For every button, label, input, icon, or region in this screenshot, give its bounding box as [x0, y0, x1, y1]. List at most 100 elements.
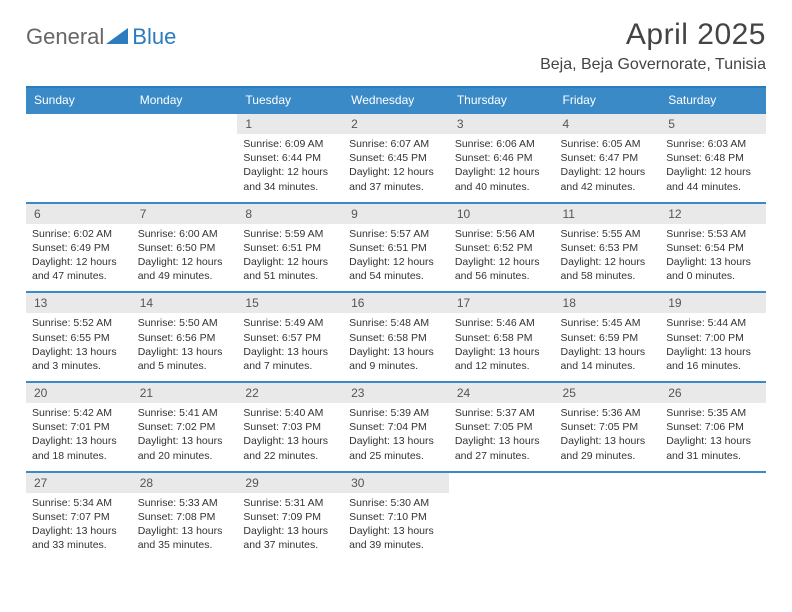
day-details: Sunrise: 6:06 AMSunset: 6:46 PMDaylight:… — [449, 134, 555, 202]
calendar-day-cell: 24Sunrise: 5:37 AMSunset: 7:05 PMDayligh… — [449, 382, 555, 472]
day-sunrise: Sunrise: 5:41 AM — [138, 406, 232, 420]
day-daylight2: and 0 minutes. — [666, 269, 760, 283]
day-details: Sunrise: 6:02 AMSunset: 6:49 PMDaylight:… — [26, 224, 132, 292]
calendar-day-cell: 11Sunrise: 5:55 AMSunset: 6:53 PMDayligh… — [555, 203, 661, 293]
day-sunset: Sunset: 6:55 PM — [32, 331, 126, 345]
day-daylight1: Daylight: 12 hours — [561, 255, 655, 269]
day-sunset: Sunset: 7:00 PM — [666, 331, 760, 345]
calendar-day-cell: 20Sunrise: 5:42 AMSunset: 7:01 PMDayligh… — [26, 382, 132, 472]
weekday-header: Tuesday — [237, 87, 343, 113]
day-daylight2: and 29 minutes. — [561, 449, 655, 463]
calendar-day-cell: 10Sunrise: 5:56 AMSunset: 6:52 PMDayligh… — [449, 203, 555, 293]
day-daylight2: and 40 minutes. — [455, 180, 549, 194]
calendar-day-cell: 25Sunrise: 5:36 AMSunset: 7:05 PMDayligh… — [555, 382, 661, 472]
day-daylight2: and 12 minutes. — [455, 359, 549, 373]
day-daylight2: and 44 minutes. — [666, 180, 760, 194]
day-details: Sunrise: 5:41 AMSunset: 7:02 PMDaylight:… — [132, 403, 238, 471]
calendar-day-cell: 3Sunrise: 6:06 AMSunset: 6:46 PMDaylight… — [449, 113, 555, 203]
day-sunset: Sunset: 7:01 PM — [32, 420, 126, 434]
day-sunrise: Sunrise: 5:34 AM — [32, 496, 126, 510]
day-sunset: Sunset: 6:51 PM — [349, 241, 443, 255]
calendar-day-cell: 1Sunrise: 6:09 AMSunset: 6:44 PMDaylight… — [237, 113, 343, 203]
day-daylight2: and 51 minutes. — [243, 269, 337, 283]
day-daylight1: Daylight: 13 hours — [455, 434, 549, 448]
day-sunrise: Sunrise: 6:07 AM — [349, 137, 443, 151]
day-sunrise: Sunrise: 5:50 AM — [138, 316, 232, 330]
day-number: 27 — [26, 473, 132, 493]
day-daylight2: and 20 minutes. — [138, 449, 232, 463]
day-sunset: Sunset: 6:47 PM — [561, 151, 655, 165]
calendar-day-cell: 7Sunrise: 6:00 AMSunset: 6:50 PMDaylight… — [132, 203, 238, 293]
day-daylight1: Daylight: 13 hours — [349, 434, 443, 448]
day-number: 30 — [343, 473, 449, 493]
day-number: 1 — [237, 114, 343, 134]
day-sunrise: Sunrise: 5:35 AM — [666, 406, 760, 420]
day-details: Sunrise: 5:46 AMSunset: 6:58 PMDaylight:… — [449, 313, 555, 381]
day-number: 8 — [237, 204, 343, 224]
weekday-header: Thursday — [449, 87, 555, 113]
day-number: 19 — [660, 293, 766, 313]
day-number: 17 — [449, 293, 555, 313]
day-sunset: Sunset: 6:57 PM — [243, 331, 337, 345]
day-sunset: Sunset: 6:59 PM — [561, 331, 655, 345]
day-details: Sunrise: 5:44 AMSunset: 7:00 PMDaylight:… — [660, 313, 766, 381]
day-daylight1: Daylight: 13 hours — [666, 345, 760, 359]
day-sunset: Sunset: 7:06 PM — [666, 420, 760, 434]
page-title: April 2025 — [540, 18, 766, 52]
day-number: 28 — [132, 473, 238, 493]
day-details: Sunrise: 6:09 AMSunset: 6:44 PMDaylight:… — [237, 134, 343, 202]
day-number: 22 — [237, 383, 343, 403]
day-details: Sunrise: 5:56 AMSunset: 6:52 PMDaylight:… — [449, 224, 555, 292]
day-sunrise: Sunrise: 5:40 AM — [243, 406, 337, 420]
day-number: 14 — [132, 293, 238, 313]
calendar-day-cell — [26, 113, 132, 203]
day-details: Sunrise: 5:52 AMSunset: 6:55 PMDaylight:… — [26, 313, 132, 381]
day-sunset: Sunset: 7:05 PM — [561, 420, 655, 434]
day-daylight1: Daylight: 12 hours — [666, 165, 760, 179]
calendar-day-cell: 5Sunrise: 6:03 AMSunset: 6:48 PMDaylight… — [660, 113, 766, 203]
day-number: 12 — [660, 204, 766, 224]
location-subtitle: Beja, Beja Governorate, Tunisia — [540, 56, 766, 74]
day-daylight1: Daylight: 12 hours — [349, 255, 443, 269]
day-daylight2: and 27 minutes. — [455, 449, 549, 463]
day-details: Sunrise: 5:59 AMSunset: 6:51 PMDaylight:… — [237, 224, 343, 292]
calendar-day-cell — [449, 472, 555, 561]
day-daylight1: Daylight: 13 hours — [32, 434, 126, 448]
day-details: Sunrise: 6:03 AMSunset: 6:48 PMDaylight:… — [660, 134, 766, 202]
day-sunrise: Sunrise: 5:44 AM — [666, 316, 760, 330]
calendar-week-row: 27Sunrise: 5:34 AMSunset: 7:07 PMDayligh… — [26, 472, 766, 561]
weekday-header: Wednesday — [343, 87, 449, 113]
day-sunrise: Sunrise: 5:57 AM — [349, 227, 443, 241]
day-sunset: Sunset: 7:08 PM — [138, 510, 232, 524]
calendar-day-cell: 13Sunrise: 5:52 AMSunset: 6:55 PMDayligh… — [26, 292, 132, 382]
day-details: Sunrise: 5:57 AMSunset: 6:51 PMDaylight:… — [343, 224, 449, 292]
day-number: 21 — [132, 383, 238, 403]
day-daylight2: and 3 minutes. — [32, 359, 126, 373]
day-sunset: Sunset: 7:03 PM — [243, 420, 337, 434]
day-daylight1: Daylight: 13 hours — [349, 345, 443, 359]
day-daylight1: Daylight: 13 hours — [243, 434, 337, 448]
day-daylight2: and 56 minutes. — [455, 269, 549, 283]
day-sunset: Sunset: 6:46 PM — [455, 151, 549, 165]
day-number: 7 — [132, 204, 238, 224]
day-sunset: Sunset: 7:10 PM — [349, 510, 443, 524]
calendar-day-cell: 9Sunrise: 5:57 AMSunset: 6:51 PMDaylight… — [343, 203, 449, 293]
day-daylight1: Daylight: 13 hours — [561, 345, 655, 359]
day-sunrise: Sunrise: 6:06 AM — [455, 137, 549, 151]
day-details: Sunrise: 5:40 AMSunset: 7:03 PMDaylight:… — [237, 403, 343, 471]
day-sunset: Sunset: 6:49 PM — [32, 241, 126, 255]
day-daylight2: and 16 minutes. — [666, 359, 760, 373]
day-sunrise: Sunrise: 6:03 AM — [666, 137, 760, 151]
day-sunset: Sunset: 6:54 PM — [666, 241, 760, 255]
day-number: 10 — [449, 204, 555, 224]
day-sunrise: Sunrise: 5:45 AM — [561, 316, 655, 330]
day-daylight1: Daylight: 12 hours — [455, 255, 549, 269]
day-details: Sunrise: 5:50 AMSunset: 6:56 PMDaylight:… — [132, 313, 238, 381]
day-sunset: Sunset: 6:45 PM — [349, 151, 443, 165]
day-sunrise: Sunrise: 6:09 AM — [243, 137, 337, 151]
day-daylight1: Daylight: 13 hours — [138, 345, 232, 359]
day-daylight1: Daylight: 13 hours — [561, 434, 655, 448]
title-block: April 2025 Beja, Beja Governorate, Tunis… — [540, 18, 766, 74]
calendar-day-cell — [132, 113, 238, 203]
calendar-day-cell — [555, 472, 661, 561]
